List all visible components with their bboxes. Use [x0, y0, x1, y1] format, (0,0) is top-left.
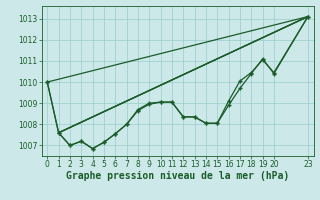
X-axis label: Graphe pression niveau de la mer (hPa): Graphe pression niveau de la mer (hPa) — [66, 171, 289, 181]
